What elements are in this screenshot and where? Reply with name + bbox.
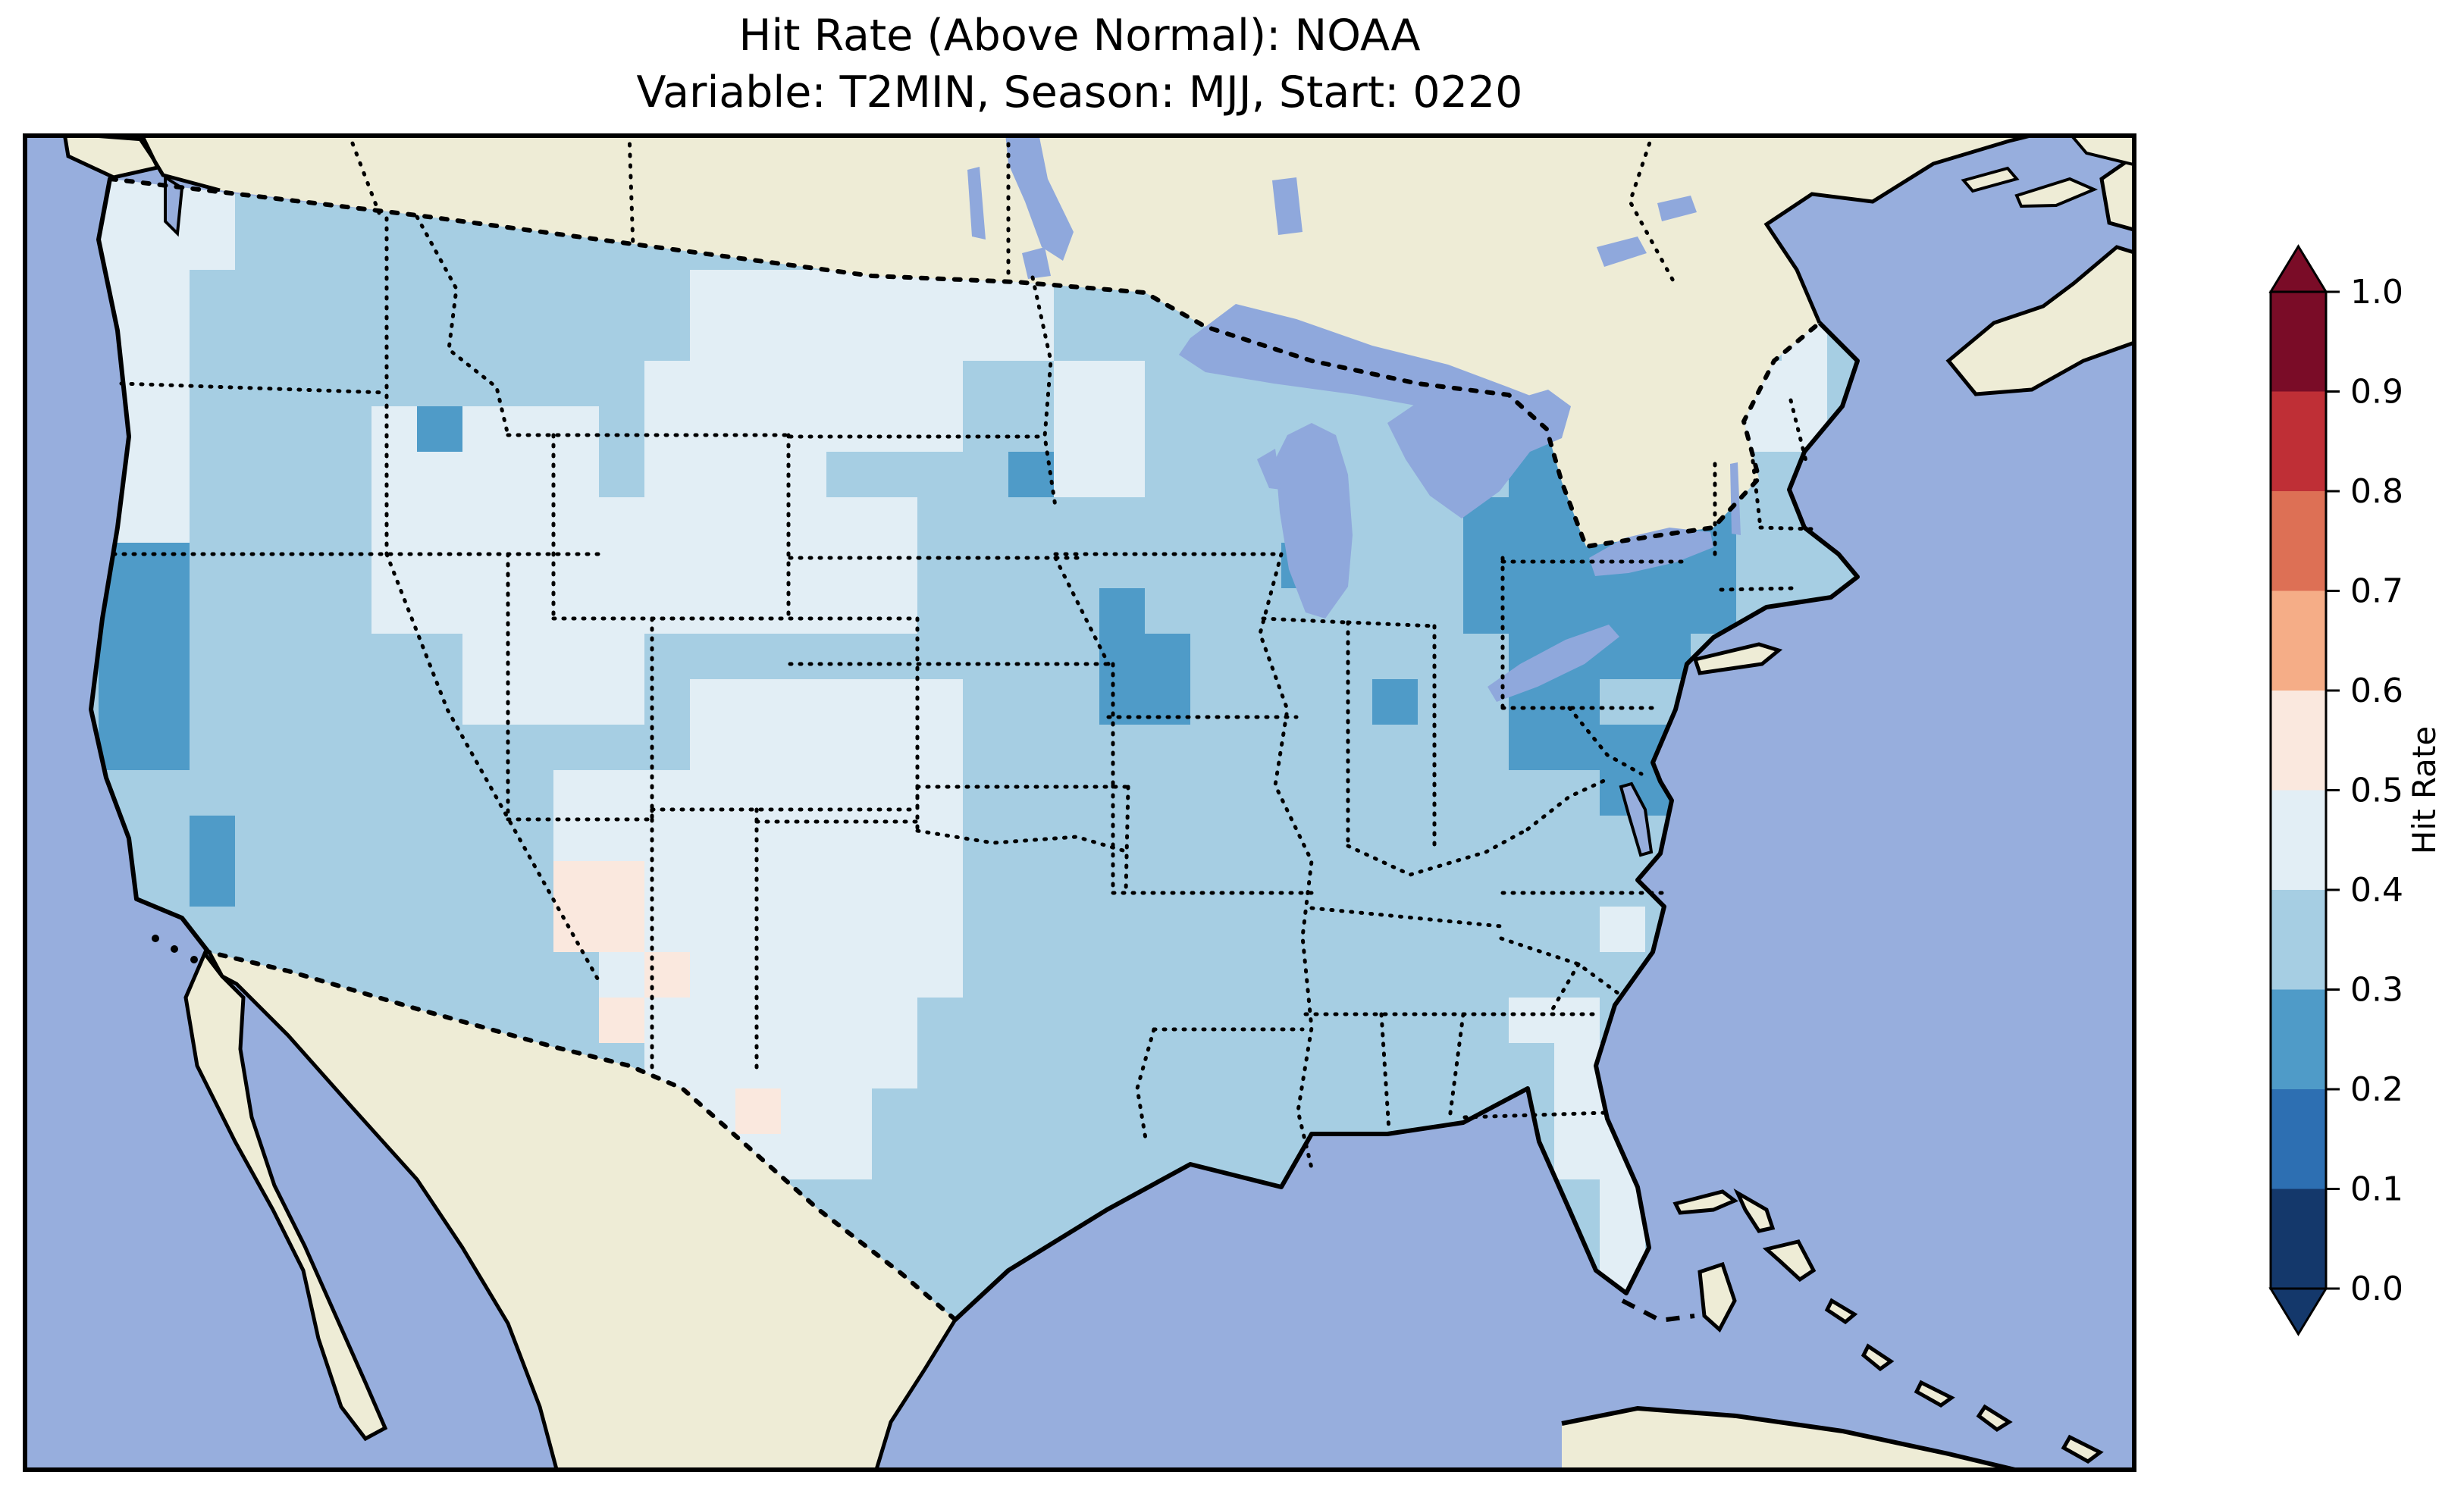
long-island — [1692, 642, 1783, 675]
colorbar-bin-0.5-0.6 — [2271, 691, 2326, 791]
caribbean-islands — [1561, 1188, 2104, 1472]
puget-sound — [164, 174, 184, 237]
province-borders — [346, 133, 1678, 287]
lake-of-the-woods — [1022, 247, 1051, 279]
hit-rate-cell-0.5-0.6 — [735, 1088, 781, 1134]
cuba — [1562, 1408, 2024, 1472]
colorbar-tick-label: 0.5 — [2350, 772, 2403, 810]
magdalen-islands — [1961, 166, 2020, 193]
lake-manitoba — [967, 167, 986, 240]
us-mexico-border — [206, 950, 958, 1322]
hit-rate-cell-0.2-0.3 — [190, 816, 235, 907]
hit-rate-cell-0.5-0.6 — [553, 861, 644, 952]
lake-ontario — [1589, 528, 1713, 576]
prince-edward-island — [2014, 177, 2099, 208]
map-panel — [23, 133, 2136, 1472]
hit-rate-cell-0.2-0.3 — [417, 406, 462, 452]
colorbar-tick-label: 0.2 — [2350, 1070, 2403, 1109]
chesapeake-bay — [1619, 781, 1654, 857]
colorbar-bin-0.4-0.5 — [2271, 790, 2326, 891]
hit-rate-cell-0.2-0.3 — [1008, 452, 1054, 497]
hit-rate-cell-0.2-0.3 — [1372, 679, 1418, 725]
chart-title-line2: Variable: T2MIN, Season: MJJ, Start: 022… — [636, 67, 1523, 118]
hit-rate-cell-0.4-0.5 — [644, 998, 917, 1088]
colorbar-tick-label: 0.8 — [2350, 472, 2403, 511]
colorbar-tick-label: 0.9 — [2350, 373, 2403, 412]
newfoundland-corner — [2067, 133, 2136, 168]
vancouver-island — [62, 133, 161, 180]
colorbar-tick-label: 0.1 — [2350, 1170, 2403, 1209]
colorbar-tick-label: 1.0 — [2350, 273, 2403, 312]
colorbar-bin-0.6-0.7 — [2271, 590, 2326, 691]
state-borders — [111, 215, 1816, 1170]
lakes — [967, 133, 1741, 702]
hit-rate-cell-0.5-0.6 — [599, 998, 644, 1043]
colorbar-tick-label: 0.3 — [2350, 971, 2403, 1010]
hit-rate-cell-0.2-0.3 — [1099, 588, 1145, 634]
national-borders — [108, 177, 1822, 1322]
hit-rate-cell-0.4-0.5 — [1509, 998, 1600, 1043]
lake-erie — [1487, 625, 1619, 702]
hit-rate-cell-0.2-0.3 — [1099, 634, 1190, 725]
colorbar-svg: 1.0 0.9 0.8 0.7 0.6 0.5 0.4 0.3 0.2 0.1 0.0 Hit Rat… — [2268, 244, 2443, 1336]
lake-michigan — [1275, 423, 1353, 619]
hit-rate-cell-0.4-0.5 — [553, 770, 963, 861]
hit-rate-cell-0.2-0.3 — [1509, 679, 1600, 770]
colorbar: 1.0 0.9 0.8 0.7 0.6 0.5 0.4 0.3 0.2 0.1 0.0 Hit Rat… — [2244, 227, 2464, 1380]
colorbar-bin-0.8-0.9 — [2271, 391, 2326, 492]
chart-title-line1: Hit Rate (Above Normal): NOAA — [738, 11, 1421, 61]
hit-rate-cell-0.4-0.5 — [1600, 907, 1645, 952]
colorbar-bin-0.3-0.4 — [2271, 890, 2326, 991]
hit-rate-cell-0.4-0.5 — [1054, 361, 1145, 497]
lake-winnipeg — [1005, 133, 1074, 261]
us-hit-rate-map — [23, 133, 2136, 1472]
us-coastline — [89, 178, 1860, 1322]
colorbar-over-arrow — [2268, 244, 2328, 293]
colorbar-bin-0.9-1.0 — [2271, 292, 2326, 393]
colorbar-axis-label: Hit Rate — [2406, 726, 2443, 854]
channel-islands — [152, 935, 198, 963]
colorbar-bin-0.0-0.1 — [2271, 1189, 2326, 1289]
nova-scotia — [1945, 245, 2136, 396]
canada-land — [62, 133, 2136, 547]
colorbar-bin-0.2-0.3 — [2271, 989, 2326, 1090]
map-frame — [23, 133, 2136, 1472]
hit-rate-cell-0.4-0.5 — [690, 679, 963, 770]
hit-rate-cell-0.4-0.5 — [644, 361, 826, 497]
lake-champlain — [1730, 462, 1741, 535]
baja-california — [183, 950, 388, 1442]
colorbar-bin-0.7-0.8 — [2271, 491, 2326, 592]
lake-huron — [1387, 388, 1571, 518]
eleuthera — [1762, 1239, 1817, 1283]
grand-bahama — [1672, 1189, 1738, 1215]
hit-rate-cell-0.4-0.5 — [917, 270, 1054, 361]
colorbar-tick-label: 0.7 — [2350, 572, 2403, 611]
colorbar-tick-label: 0.0 — [2350, 1270, 2403, 1308]
hit-rate-cell-0.4-0.5 — [644, 497, 917, 634]
chart-title: Hit Rate (Above Normal): NOAA Variable: T… — [23, 8, 2136, 121]
colorbar-bin-0.1-0.2 — [2271, 1089, 2326, 1190]
mexico-land — [183, 950, 958, 1472]
us-canada-border — [108, 177, 1822, 550]
green-bay — [1257, 449, 1281, 490]
colorbar-tick-label: 0.6 — [2350, 672, 2403, 710]
hit-rate-cell-0.2-0.3 — [99, 543, 190, 770]
colorbar-tick-label: 0.4 — [2350, 871, 2403, 910]
abaco — [1733, 1188, 1776, 1233]
lake-nipigon — [1272, 177, 1303, 235]
andros — [1698, 1261, 1737, 1333]
colorbar-under-arrow — [2268, 1287, 2328, 1336]
